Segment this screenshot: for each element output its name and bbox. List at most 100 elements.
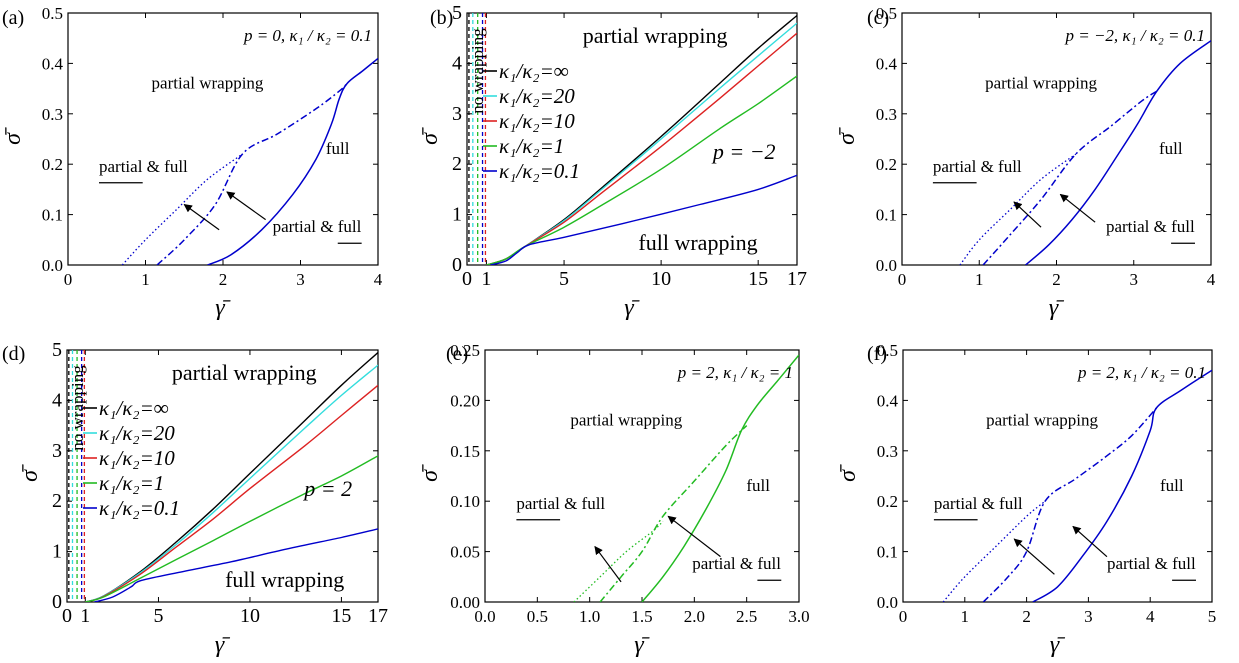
- x-tick-label: 1: [481, 268, 491, 290]
- region-label-full-underlined-part3: full: [338, 217, 362, 236]
- boundary-curve-solid: [641, 354, 799, 602]
- region-label-partial-underlined: partial & full: [933, 157, 1022, 176]
- y-tick-label: 0.2: [876, 155, 897, 174]
- region-label-full-underlined-part2: &: [316, 217, 338, 236]
- region-label-partial-underlined-part1: partial: [934, 494, 978, 513]
- region-label-full-wrapping: full wrapping: [225, 567, 344, 592]
- y-tick-label: 0.4: [876, 54, 898, 73]
- region-label-partial-underlined-part2: &: [560, 494, 582, 513]
- x-tick-label: 4: [1146, 607, 1155, 626]
- y-tick-label: 0.05: [450, 543, 480, 562]
- parameter-annotation: p = 2, κ₁ / κ₂ = 0.1: [1077, 363, 1206, 382]
- plot-frame: [902, 349, 1213, 603]
- y-tick-label: 0.10: [450, 492, 480, 511]
- x-tick-label: 0: [899, 607, 908, 626]
- annotation-arrow: [183, 204, 220, 231]
- annotation-arrow: [1072, 525, 1108, 558]
- panel-tag: (c): [867, 7, 889, 29]
- x-tick-label: 4: [1207, 270, 1216, 289]
- y-tick-label: 0.00: [450, 593, 480, 612]
- series-line: [486, 75, 797, 265]
- plot-frame: [466, 12, 798, 266]
- y-tick-label: 0.5: [877, 341, 898, 360]
- x-tick-label: 0: [462, 268, 472, 290]
- panel-tag: (a): [2, 7, 24, 29]
- x-axis-label: γ̄: [215, 632, 230, 658]
- x-tick-label: 10: [651, 268, 671, 290]
- parameter-annotation: p = −2, κ₁ / κ₂ = 0.1: [1064, 26, 1205, 45]
- x-tick-label: 17: [787, 268, 807, 290]
- panel-tag: (f): [867, 343, 887, 365]
- y-tick-label: 0.0: [876, 256, 897, 275]
- x-tick-label: 0: [62, 605, 72, 627]
- boundary-curve-dotted: [942, 500, 1046, 602]
- y-axis-label: σ̄: [417, 464, 443, 482]
- y-axis-label: σ̄: [17, 464, 43, 482]
- legend-label: κ₁/κ₂=10: [499, 109, 575, 133]
- region-label-partial-underlined-part3: full: [164, 157, 188, 176]
- region-label-partial-wrapping: partial wrapping: [583, 23, 728, 48]
- parameter-annotation: p = 0, κ₁ / κ₂ = 0.1: [243, 26, 372, 45]
- x-tick-label: 2.0: [684, 607, 705, 626]
- boundary-curve-dashdot: [982, 90, 1158, 265]
- panel-a: (a) 0 1 2 3 4 0.0 0.1 0.2 0.3 0.4 0.5 γ̄ σ̄ p = 0, κ₁ …: [0, 4, 383, 321]
- y-tick-label: 1: [52, 541, 62, 563]
- y-tick-label: 0: [52, 591, 62, 613]
- x-axis-label: γ̄: [1050, 632, 1065, 658]
- region-label-partial-underlined-part1: partial: [99, 157, 143, 176]
- plot-frame: [66, 349, 379, 603]
- region-label-full-underlined-part3: full: [757, 554, 781, 573]
- region-label-no-wrapping: no wrapping: [468, 28, 487, 114]
- y-tick-label: 0.3: [876, 105, 897, 124]
- y-tick-label: 0.5: [876, 4, 897, 23]
- y-axis-label: σ̄: [417, 127, 443, 145]
- series-line: [94, 528, 378, 602]
- boundary-curve-dotted: [573, 520, 664, 602]
- region-label-partial-underlined: partial & full: [934, 494, 1023, 513]
- region-label-no-wrapping: no wrapping: [68, 365, 87, 451]
- y-tick-label: 5: [452, 2, 462, 24]
- y-tick-label: 0.0: [877, 593, 898, 612]
- x-tick-label: 3: [296, 270, 305, 289]
- legend-label: κ₁/κ₂=∞: [99, 396, 169, 420]
- panel-c: (c) 0 1 2 3 4 0.0 0.1 0.2 0.3 0.4 0.5 γ̄ σ̄ p = −2, κ₁…: [834, 4, 1216, 321]
- region-label-partial-underlined-part1: partial: [516, 494, 560, 513]
- x-tick-label: 1: [961, 607, 970, 626]
- y-tick-label: 0.1: [42, 206, 63, 225]
- region-label-full: full: [1159, 139, 1183, 158]
- region-label-full-wrapping: full wrapping: [638, 230, 757, 255]
- panel-tag: (b): [430, 7, 453, 29]
- region-label-partial-underlined-part3: full: [999, 494, 1023, 513]
- region-label-full-underlined: partial & full: [1106, 217, 1195, 236]
- region-label-full-underlined: partial & full: [273, 217, 362, 236]
- region-label-partial-underlined-part3: full: [582, 494, 606, 513]
- legend-label: κ₁/κ₂=10: [99, 446, 175, 470]
- region-label-partial-wrapping: partial wrapping: [570, 411, 682, 430]
- region-label-full-underlined-part1: partial: [1106, 217, 1150, 236]
- region-label-full: full: [1160, 476, 1184, 495]
- x-tick-label: 4: [374, 270, 383, 289]
- legend-label: κ₁/κ₂=20: [99, 421, 175, 445]
- region-label-partial-underlined-part1: partial: [933, 157, 977, 176]
- series-line: [490, 174, 797, 265]
- region-label-partial-wrapping: partial wrapping: [986, 411, 1098, 430]
- boundary-curve-solid: [1025, 40, 1211, 265]
- region-label-full-underlined-part1: partial: [692, 554, 736, 573]
- parameter-annotation: p = 2, κ₁ / κ₂ = 1: [677, 363, 793, 382]
- annotation-arrow: [1059, 193, 1096, 223]
- x-tick-label: 1.5: [631, 607, 652, 626]
- annotation-arrow: [1013, 201, 1042, 228]
- region-label-full-underlined-part1: partial: [273, 217, 317, 236]
- series-line: [85, 455, 378, 602]
- x-tick-label: 15: [748, 268, 768, 290]
- x-tick-label: 5: [1208, 607, 1217, 626]
- region-label-full-underlined-part2: &: [1149, 217, 1171, 236]
- annotation-arrow: [667, 515, 721, 558]
- panel-b: (b)0 1 5 10 15 17012345γ̄σ̄κ₁/κ₂=∞κ₁/κ₂=20κ₁/…: [417, 2, 807, 321]
- legend-label: κ₁/κ₂=0.1: [99, 496, 180, 520]
- x-tick-label: 2.5: [736, 607, 757, 626]
- y-tick-label: 2: [52, 490, 62, 512]
- x-tick-label: 2: [1052, 270, 1061, 289]
- x-tick-label: 0.5: [527, 607, 548, 626]
- legend-label: κ₁/κ₂=1: [99, 471, 164, 495]
